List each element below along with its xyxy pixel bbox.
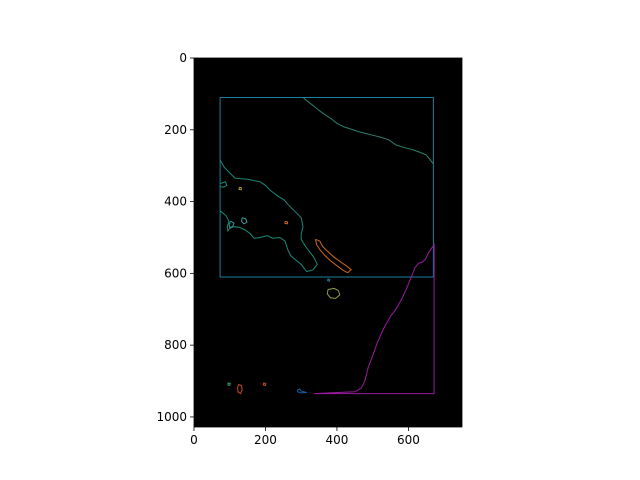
x-tick-label: 0 [190,433,198,447]
contour-line-1 [302,97,434,165]
contour-line-4 [228,220,235,229]
contour-line-2 [219,160,318,273]
contour-line-8 [327,278,331,283]
contour-line-14 [227,382,232,386]
contour-line-7 [326,287,341,300]
y-tick-label: 800 [164,338,187,352]
y-tick-label: 1000 [156,410,187,424]
contour-line-12 [297,388,307,394]
image-background [194,58,462,427]
x-tick-label: 600 [397,433,420,447]
contour-line-5 [240,217,248,225]
contour-line-11 [313,243,435,395]
contour-line-6 [315,238,352,274]
axes-frame [193,57,463,428]
contour-line-9 [284,220,289,225]
y-tick-label: 0 [179,51,187,65]
x-axis-ticks: 0 200 400 600 [190,427,420,447]
y-tick-label: 400 [164,195,187,209]
y-tick-label: 200 [164,123,187,137]
contour-line-13 [237,384,243,395]
y-tick-label: 600 [164,266,187,280]
x-tick-label: 400 [325,433,348,447]
x-tick-label: 200 [254,433,277,447]
contour-line-3 [219,181,228,188]
contour-line-10 [238,186,243,191]
contour-line-15 [262,382,267,386]
y-axis-ticks: 0 200 400 600 800 1000 [156,51,194,424]
contour-layer [219,97,435,395]
contour-line-0 [219,97,434,278]
